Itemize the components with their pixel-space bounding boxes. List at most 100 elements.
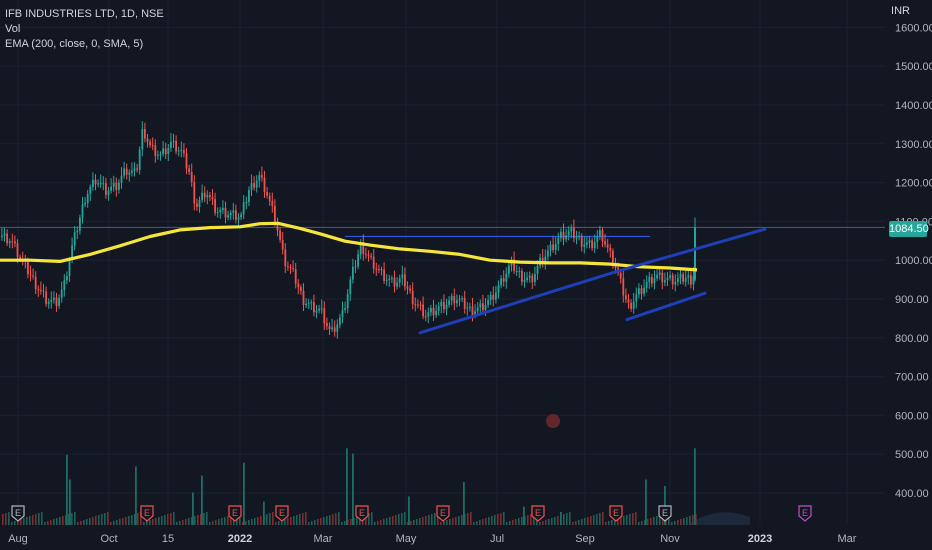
- candle-body: [372, 256, 375, 269]
- candle-body: [302, 290, 305, 306]
- volume-bar: [575, 521, 577, 525]
- volume-bar: [539, 522, 541, 525]
- volume-bar: [332, 514, 334, 525]
- earnings-marker[interactable]: E: [531, 505, 545, 522]
- candle-body: [250, 183, 253, 191]
- volume-bar: [209, 522, 211, 525]
- volume-bar: [620, 517, 622, 525]
- earnings-marker-label: E: [802, 508, 808, 518]
- candle-body: [658, 272, 661, 275]
- candle-body: [89, 186, 92, 195]
- volume-bar: [545, 520, 547, 525]
- price-candles: [1, 121, 696, 339]
- volume-bar: [155, 518, 157, 525]
- volume-bar: [245, 521, 247, 525]
- volume-bar: [53, 519, 55, 525]
- volume-bar: [260, 516, 262, 525]
- volume-bar: [408, 496, 410, 525]
- candle-body: [599, 229, 601, 237]
- earnings-marker[interactable]: E: [275, 505, 289, 522]
- volume-bar: [645, 479, 647, 525]
- y-tick-label: 1600.00: [895, 22, 932, 34]
- volume-bar: [134, 514, 136, 525]
- volume-bar: [476, 521, 478, 525]
- y-tick-label: 800.00: [895, 333, 929, 345]
- candle-body: [391, 277, 393, 279]
- candle-body: [261, 174, 263, 178]
- volume-bar: [281, 520, 283, 525]
- earnings-marker-label: E: [232, 508, 238, 518]
- volume-bar: [50, 520, 52, 525]
- ema-legend[interactable]: EMA (200, close, 0, SMA, 5): [5, 38, 144, 50]
- earnings-marker[interactable]: E: [658, 505, 672, 522]
- candle-body: [307, 303, 310, 305]
- volume-bar: [215, 520, 217, 525]
- earnings-marker[interactable]: E: [798, 505, 812, 522]
- volume-bar: [110, 522, 112, 525]
- volume-bar: [230, 515, 232, 525]
- trendline[interactable]: [616, 227, 767, 273]
- candle-body: [385, 279, 388, 281]
- volume-bar: [518, 518, 520, 525]
- candle-body: [300, 287, 302, 291]
- candle-body: [627, 299, 630, 303]
- candle-body: [604, 241, 606, 245]
- earnings-marker[interactable]: E: [11, 505, 25, 522]
- candle-body: [632, 301, 635, 309]
- candle-body: [430, 307, 432, 313]
- candle-body: [79, 217, 81, 231]
- candle-body: [245, 202, 248, 204]
- volume-bar: [26, 517, 28, 525]
- candle-body: [154, 145, 157, 156]
- y-tick-label: 700.00: [895, 372, 929, 384]
- candle-body: [352, 266, 354, 280]
- price-axis[interactable]: 1600.001500.001400.001300.001200.001100.…: [895, 22, 932, 500]
- tradingview-watermark: [690, 512, 750, 525]
- candle-body: [365, 253, 367, 255]
- volume-bar: [635, 512, 637, 525]
- volume-bar: [694, 448, 696, 525]
- earnings-marker[interactable]: E: [609, 505, 623, 522]
- candle-body: [435, 310, 437, 316]
- candle-body: [339, 317, 341, 325]
- earnings-marker[interactable]: E: [355, 505, 369, 522]
- volume-bar: [35, 514, 37, 525]
- earnings-marker[interactable]: E: [140, 505, 154, 522]
- volume-bar: [346, 448, 348, 525]
- volume-bar: [341, 522, 343, 525]
- volume-bar: [523, 506, 525, 525]
- time-axis[interactable]: Aug Oct 15 2022 Mar May Jul Sep Nov 2023 Mar: [8, 533, 857, 545]
- candle-body: [227, 215, 229, 218]
- volume-bar: [488, 517, 490, 525]
- candle-body: [349, 279, 352, 294]
- symbol-title[interactable]: IFB INDUSTRIES LTD, 1D, NSE: [5, 8, 164, 20]
- candle-body: [635, 294, 638, 302]
- candle-body: [476, 307, 479, 312]
- candle-body: [310, 302, 313, 304]
- volume-bar: [152, 519, 154, 525]
- volume-bar: [644, 520, 646, 525]
- earnings-marker-label: E: [535, 508, 541, 518]
- volume-bar: [503, 512, 505, 525]
- volume-bar: [530, 514, 532, 525]
- volume-bar: [47, 521, 49, 525]
- volume-bar: [161, 516, 163, 525]
- earnings-marker[interactable]: E: [436, 505, 450, 522]
- volume-legend[interactable]: Vol: [5, 23, 21, 35]
- candle-body: [6, 233, 8, 244]
- volume-bar: [335, 513, 337, 525]
- candle-body: [528, 275, 531, 278]
- candle-body: [648, 276, 651, 282]
- earnings-marker[interactable]: E: [228, 505, 242, 522]
- trendlines[interactable]: [418, 227, 767, 335]
- candle-body: [541, 257, 544, 263]
- volume-bar: [243, 462, 245, 525]
- horizontal-line[interactable]: [0, 226, 885, 237]
- candle-body: [133, 168, 136, 171]
- candle-body: [97, 183, 99, 185]
- trendline[interactable]: [418, 269, 620, 335]
- volume-bar: [572, 522, 574, 525]
- trendline[interactable]: [625, 291, 707, 322]
